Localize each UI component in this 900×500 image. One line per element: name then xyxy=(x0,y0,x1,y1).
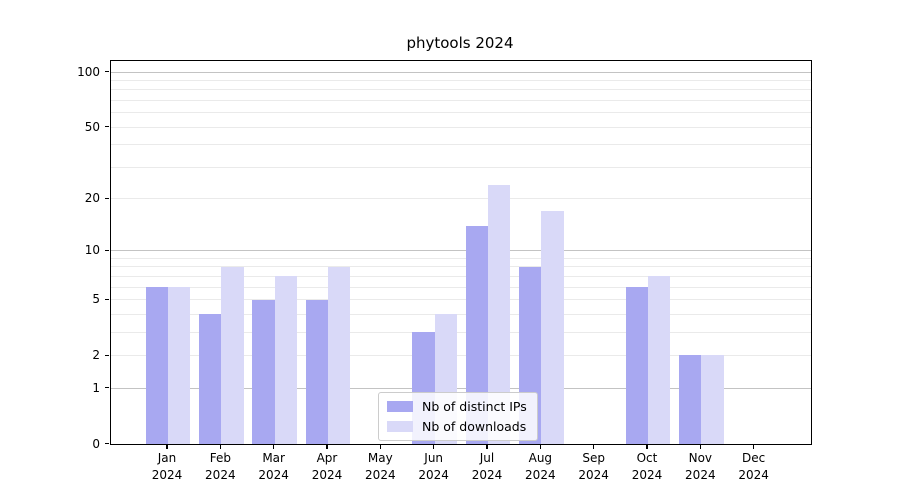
x-tick-mark xyxy=(166,444,168,449)
x-tick-label: May 2024 xyxy=(365,451,396,482)
gridline-minor xyxy=(111,299,811,301)
y-tick-mark xyxy=(105,443,109,445)
x-tick-mark xyxy=(753,444,755,449)
x-tick-label: Nov 2024 xyxy=(685,451,716,482)
gridline-minor xyxy=(111,126,811,128)
y-tick-label: 1 xyxy=(92,380,100,395)
gridline-major xyxy=(111,71,811,73)
bar-downloads xyxy=(327,266,351,444)
gridline-minor xyxy=(111,313,811,315)
gridline-minor xyxy=(111,166,811,168)
bar-distinct-ips xyxy=(199,314,222,444)
legend-label-distinct-ips: Nb of distinct IPs xyxy=(422,399,527,414)
gridline-minor xyxy=(111,80,811,82)
x-tick-label: Aug 2024 xyxy=(525,451,556,482)
gridline-minor xyxy=(111,354,811,356)
x-tick-label: Apr 2024 xyxy=(311,451,343,482)
y-tick-mark xyxy=(105,387,109,389)
y-tick-mark xyxy=(105,298,109,300)
bar-distinct-ips xyxy=(625,287,648,444)
y-tick-mark xyxy=(105,126,109,128)
bar-downloads xyxy=(541,211,564,444)
x-tick-mark xyxy=(326,444,328,449)
x-tick-label: Jun 2024 xyxy=(418,451,449,482)
legend-label-downloads: Nb of downloads xyxy=(422,419,527,434)
bar-distinct-ips xyxy=(252,299,275,444)
gridline-minor xyxy=(111,331,811,333)
x-tick-mark xyxy=(379,444,381,449)
y-tick-mark xyxy=(105,354,109,356)
gridline-minor xyxy=(111,198,811,200)
plot-area: Nb of distinct IPs Nb of downloads xyxy=(110,60,812,445)
legend-item-distinct-ips: Nb of distinct IPs xyxy=(387,399,527,414)
x-tick-label: Feb 2024 xyxy=(205,451,236,482)
x-tick-mark xyxy=(486,444,488,449)
gridline-minor xyxy=(111,275,811,277)
bar-downloads xyxy=(647,276,671,444)
legend: Nb of distinct IPs Nb of downloads xyxy=(378,392,538,441)
gridline-major xyxy=(111,250,811,252)
x-tick-mark xyxy=(593,444,595,449)
gridline-minor xyxy=(111,286,811,288)
bar-distinct-ips xyxy=(679,355,702,444)
y-tick-mark xyxy=(105,249,109,252)
gridline-minor xyxy=(111,144,811,146)
x-tick-mark xyxy=(539,444,541,449)
y-tick-label: 50 xyxy=(84,119,100,134)
bar-downloads xyxy=(487,184,511,444)
y-tick-label: 20 xyxy=(84,191,100,206)
y-tick-label: 2 xyxy=(92,347,100,362)
x-tick-label: Dec 2024 xyxy=(738,451,769,482)
y-tick-mark xyxy=(105,71,109,73)
y-tick-label: 100 xyxy=(77,64,100,79)
gridline-minor xyxy=(111,257,811,259)
legend-swatch-distinct-ips xyxy=(387,401,413,412)
bar-downloads xyxy=(221,266,244,444)
gridline-minor xyxy=(111,112,811,114)
x-tick-label: Jul 2024 xyxy=(471,451,503,482)
bar-downloads xyxy=(701,355,724,444)
x-tick-mark xyxy=(699,444,701,449)
legend-item-downloads: Nb of downloads xyxy=(387,419,527,434)
bar-distinct-ips xyxy=(145,287,168,444)
x-tick-label: Oct 2024 xyxy=(631,451,663,482)
gridline-major xyxy=(111,387,811,389)
x-tick-label: Jan 2024 xyxy=(151,451,183,482)
bar-distinct-ips xyxy=(305,299,328,444)
bar-downloads xyxy=(168,287,191,444)
x-tick-mark xyxy=(273,444,275,449)
bar-downloads xyxy=(274,276,297,444)
bar-distinct-ips xyxy=(465,225,488,444)
x-tick-label: Sep 2024 xyxy=(578,451,609,482)
y-tick-label: 0 xyxy=(92,436,100,451)
x-tick-mark xyxy=(433,444,435,449)
gridline-minor xyxy=(111,266,811,268)
x-tick-mark xyxy=(219,444,221,449)
chart-title: phytools 2024 xyxy=(406,34,514,52)
gridline-minor xyxy=(111,100,811,102)
y-tick-mark xyxy=(105,197,109,199)
gridline-minor xyxy=(111,89,811,91)
x-tick-mark xyxy=(646,444,648,449)
x-tick-label: Mar 2024 xyxy=(258,451,289,482)
y-tick-label: 5 xyxy=(92,292,100,307)
legend-swatch-downloads xyxy=(387,421,413,432)
y-tick-label: 10 xyxy=(84,243,100,258)
